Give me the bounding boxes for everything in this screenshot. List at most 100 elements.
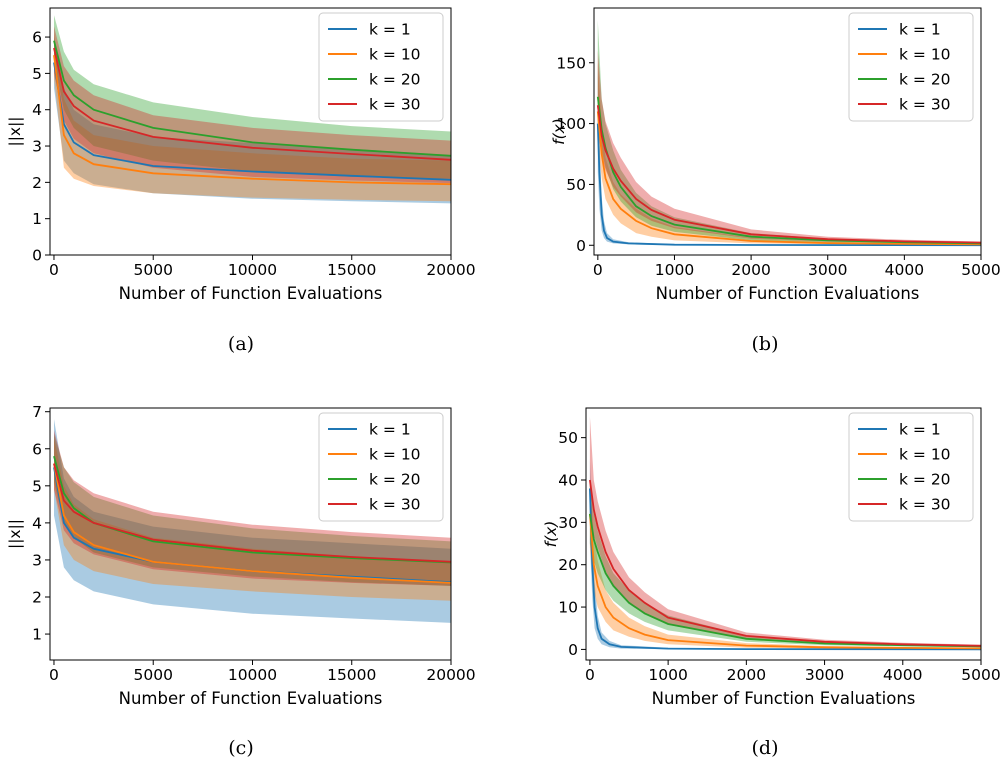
line-b-series-0 [596, 123, 982, 247]
y-tick-label: 20 [558, 556, 578, 574]
x-tick-label: 20000 [426, 666, 475, 684]
legend-label: k = 1 [369, 421, 411, 439]
band-c-series-1 [54, 437, 451, 601]
y-tick-label: 0 [32, 247, 42, 265]
x-axis-label: Number of Function Evaluations [656, 284, 920, 303]
caption-b: (b) [751, 333, 779, 355]
plot-frame-b [593, 7, 982, 256]
x-tick-label: 1000 [655, 261, 694, 279]
legend-a [318, 12, 444, 122]
x-tick-label: 20000 [426, 261, 475, 279]
y-tick-label: 6 [32, 29, 42, 47]
y-tick-label: 6 [32, 440, 42, 458]
legend-label: k = 1 [369, 21, 411, 39]
legend-label: k = 10 [899, 446, 951, 464]
caption-d: (d) [751, 737, 779, 759]
legend-d [848, 412, 974, 522]
y-tick-label: 7 [32, 403, 42, 421]
x-tick-label: 15000 [327, 261, 376, 279]
x-tick-label: 4000 [883, 666, 922, 684]
line-a-series-2 [53, 40, 452, 157]
line-d-series-1 [589, 513, 982, 650]
x-axis-label: Number of Function Evaluations [652, 689, 916, 708]
band-a-series-2 [54, 15, 451, 179]
y-tick-label: 3 [32, 138, 42, 156]
line-c-series-1 [53, 463, 452, 584]
legend-label: k = 1 [899, 421, 941, 439]
line-d-series-3 [589, 479, 982, 647]
line-b-series-3 [596, 105, 982, 244]
plot-frame-c [49, 407, 452, 661]
y-axis-label: ||x|| [6, 116, 24, 146]
x-tick-label: 0 [585, 666, 595, 684]
chart-a: 0 5000 10000 15000 20000 0 1 2 3 4 5 6 Number of Fun… [6, 7, 476, 303]
band-d-series-1 [589, 480, 981, 649]
y-tick-label: 5 [32, 65, 42, 83]
caption-a: (a) [227, 333, 255, 355]
legend-label: k = 30 [369, 496, 421, 514]
x-axis-label: Number of Function Evaluations [119, 689, 383, 708]
legend-label: k = 30 [899, 96, 951, 114]
x-tick-label: 0 [49, 261, 59, 279]
chart-b: 0 1000 2000 3000 4000 5000 0 50 100 150 Number of … [550, 7, 1001, 303]
x-tick-label: 3000 [808, 261, 847, 279]
legend-label: k = 20 [899, 471, 951, 489]
chart-c: 0 5000 10000 15000 20000 1 2 3 4 5 6 7 Number of Fun… [6, 403, 476, 708]
x-tick-label: 15000 [327, 666, 376, 684]
y-tick-label: 2 [32, 589, 42, 607]
y-tick-label: 5 [32, 477, 42, 495]
y-tick-label: 0 [568, 641, 578, 659]
line-a-series-3 [53, 47, 452, 161]
legend-c [318, 412, 444, 522]
y-tick-label: 30 [558, 514, 578, 532]
y-tick-label: 150 [556, 54, 586, 72]
y-tick-label: 0 [576, 237, 586, 255]
x-tick-label: 1000 [648, 666, 687, 684]
y-tick-label: 50 [558, 429, 578, 447]
x-tick-label: 5000 [134, 261, 173, 279]
x-tick-label: 10000 [228, 666, 277, 684]
legend-label: k = 10 [369, 46, 421, 64]
line-d-series-0 [589, 488, 982, 651]
band-a-series-0 [54, 37, 451, 204]
x-tick-label: 5000 [961, 666, 1000, 684]
y-axis-label: ||x|| [6, 519, 24, 549]
x-tick-label: 5000 [961, 261, 1000, 279]
x-tick-label: 5000 [134, 666, 173, 684]
caption-c: (c) [228, 737, 254, 759]
legend-label: k = 30 [369, 96, 421, 114]
x-axis-label: Number of Function Evaluations [119, 284, 383, 303]
y-axis-label: f(x) [550, 118, 568, 145]
x-tick-label: 4000 [885, 261, 924, 279]
x-tick-label: 2000 [731, 261, 770, 279]
y-tick-label: 2 [32, 174, 42, 192]
x-tick-label: 10000 [228, 261, 277, 279]
chart-d: 0 1000 2000 3000 4000 5000 0 10 20 30 40 50 Number o… [542, 407, 1001, 708]
legend-label: k = 20 [369, 471, 421, 489]
line-b-series-1 [596, 111, 982, 246]
x-tick-label: 3000 [805, 666, 844, 684]
band-b-series-1 [597, 62, 981, 245]
legend-label: k = 1 [899, 21, 941, 39]
band-c-series-3 [54, 430, 451, 586]
plot-frame-d [585, 407, 982, 661]
y-tick-label: 4 [32, 514, 42, 532]
y-tick-label: 4 [32, 101, 42, 119]
x-tick-label: 2000 [727, 666, 766, 684]
legend-label: k = 10 [899, 46, 951, 64]
x-tick-label: 0 [593, 261, 603, 279]
band-c-series-2 [54, 433, 451, 586]
line-d-series-2 [589, 513, 982, 648]
line-c-series-0 [53, 467, 452, 584]
band-a-series-3 [54, 26, 451, 184]
y-tick-label: 1 [32, 626, 42, 644]
band-a-series-1 [54, 33, 451, 202]
y-tick-label: 3 [32, 551, 42, 569]
band-c-series-0 [54, 419, 451, 623]
y-tick-label: 1 [32, 210, 42, 228]
y-tick-label: 10 [558, 599, 578, 617]
line-c-series-3 [53, 463, 452, 563]
line-a-series-0 [53, 62, 452, 181]
legend-b [848, 12, 974, 122]
